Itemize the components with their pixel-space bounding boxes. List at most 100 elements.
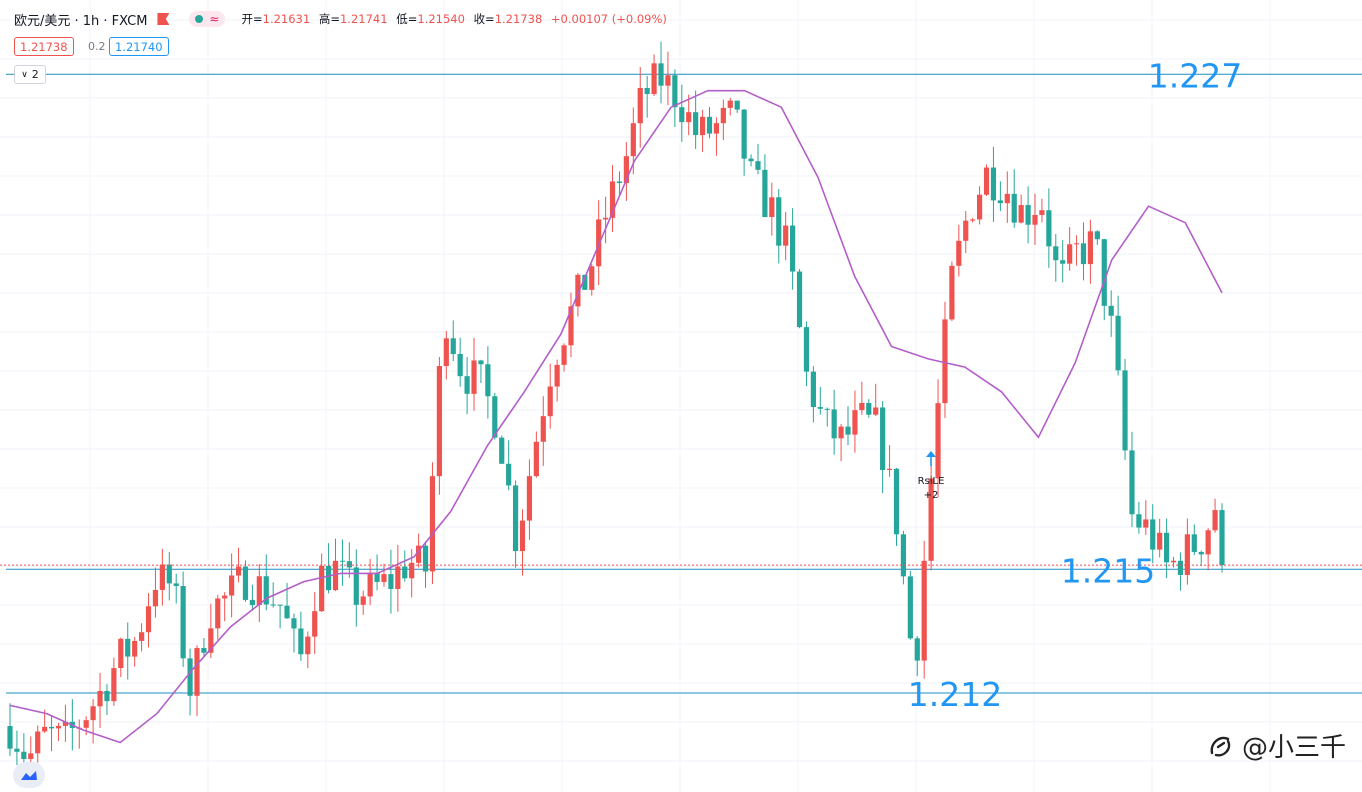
signal-qty: +2	[924, 490, 939, 501]
candle-body	[942, 319, 948, 404]
candle-body	[810, 371, 816, 408]
candle-body	[83, 720, 89, 728]
candle-body	[686, 112, 692, 123]
candle-body	[409, 562, 415, 579]
market-status-pill[interactable]: ≈	[189, 11, 226, 27]
candle-body	[817, 407, 823, 409]
candle-body	[332, 560, 339, 591]
candle-body	[284, 605, 290, 619]
rsile-signal[interactable]: RsiLE +2	[918, 451, 945, 501]
candle-body	[145, 606, 152, 633]
candle-body	[866, 402, 872, 415]
candle-body	[769, 197, 775, 217]
candle-body	[741, 109, 747, 159]
candle-body	[187, 658, 193, 696]
candle-body	[180, 586, 186, 659]
candle-body	[1191, 534, 1197, 552]
level-label: 1.215	[1061, 551, 1155, 590]
candle-body	[921, 560, 927, 661]
candle-body	[229, 575, 235, 596]
candle-body	[540, 416, 546, 442]
candle-body	[35, 731, 41, 754]
candle-body	[533, 441, 539, 477]
moving-average-line	[9, 89, 1223, 744]
candle-body	[429, 476, 436, 572]
candle-body	[450, 338, 456, 354]
candle-body	[1039, 210, 1045, 215]
symbol-title[interactable]: 欧元/美元 · 1h · FXCM	[14, 13, 148, 29]
candle-body	[21, 751, 27, 760]
candle-body	[1094, 231, 1100, 240]
candle-body	[762, 169, 768, 217]
candle-body	[880, 407, 886, 470]
candle-body	[506, 463, 512, 486]
candle-body	[125, 638, 131, 657]
open-label: 开=	[241, 12, 263, 26]
candle-body	[873, 407, 879, 415]
indicators-collapse-button[interactable]: ∨ 2	[14, 65, 46, 84]
candle-body	[353, 567, 359, 605]
candle-body	[388, 574, 394, 589]
candle-body	[485, 364, 491, 397]
candle-body	[111, 668, 117, 702]
candle-body	[235, 566, 242, 576]
candle-body	[138, 632, 145, 641]
horizontal-levels	[6, 73, 1362, 694]
candle-body	[298, 628, 304, 655]
candle-body	[900, 534, 907, 577]
candle-body	[339, 560, 346, 562]
buy-price-button[interactable]: 1.21740	[109, 37, 169, 56]
candle-body	[395, 566, 401, 589]
candle-body	[215, 598, 221, 629]
candle-body	[1073, 243, 1080, 245]
candle-body	[1150, 519, 1156, 550]
candlestick-series	[7, 41, 1225, 778]
candle-body	[173, 583, 179, 587]
candle-body	[90, 706, 96, 721]
candle-body	[575, 274, 581, 307]
candle-body	[1198, 551, 1204, 555]
candle-body	[886, 468, 893, 470]
candle-body	[596, 219, 602, 267]
candle-body	[256, 576, 262, 606]
sell-price-button[interactable]: 1.21738	[14, 37, 74, 56]
candle-body	[755, 161, 761, 170]
candle-body	[1122, 370, 1128, 451]
spread-value: 0.2	[88, 40, 106, 53]
candle-body	[637, 87, 643, 124]
flag-icon[interactable]	[157, 13, 170, 25]
candle-body	[436, 366, 442, 477]
candle-body	[97, 690, 103, 707]
candle-body	[1177, 560, 1184, 575]
candle-body	[14, 748, 20, 752]
candle-body	[609, 181, 616, 218]
candle-body	[547, 386, 553, 417]
candle-body	[512, 485, 519, 552]
logo-cloud-icon	[21, 771, 37, 780]
candle-body	[706, 116, 713, 134]
candle-body	[222, 595, 228, 599]
candle-body	[270, 604, 276, 606]
candle-body	[1184, 534, 1190, 575]
candle-body	[249, 599, 255, 606]
candle-body	[277, 604, 283, 606]
candle-body	[977, 194, 983, 220]
signal-arrow-head	[926, 451, 936, 457]
candle-body	[1025, 205, 1031, 225]
candle-body	[672, 75, 678, 108]
tradingview-logo-icon[interactable]	[13, 762, 45, 788]
level-label: 1.212	[908, 675, 1002, 714]
candle-body	[783, 225, 789, 246]
candle-body	[734, 100, 740, 110]
author-logo-icon	[1210, 736, 1231, 756]
candle-body	[402, 566, 408, 579]
candle-body	[1011, 193, 1017, 223]
close-value: 1.21738	[494, 12, 543, 26]
candle-body	[949, 265, 955, 320]
candle-body	[374, 572, 380, 582]
candle-body	[519, 520, 526, 552]
candle-body	[159, 564, 165, 590]
candle-body	[997, 200, 1003, 204]
